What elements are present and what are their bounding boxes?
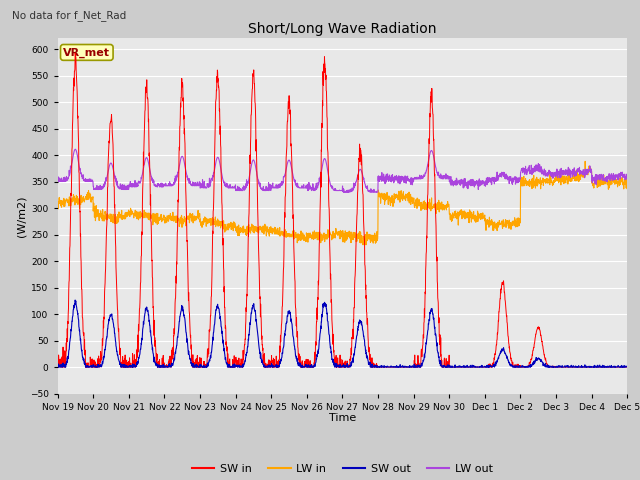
Y-axis label: (W/m2): (W/m2): [17, 195, 27, 237]
X-axis label: Time: Time: [329, 413, 356, 423]
Text: VR_met: VR_met: [63, 47, 110, 58]
Title: Short/Long Wave Radiation: Short/Long Wave Radiation: [248, 22, 436, 36]
Text: No data for f_Net_Rad: No data for f_Net_Rad: [12, 10, 126, 21]
Legend: SW in, LW in, SW out, LW out: SW in, LW in, SW out, LW out: [188, 459, 497, 479]
